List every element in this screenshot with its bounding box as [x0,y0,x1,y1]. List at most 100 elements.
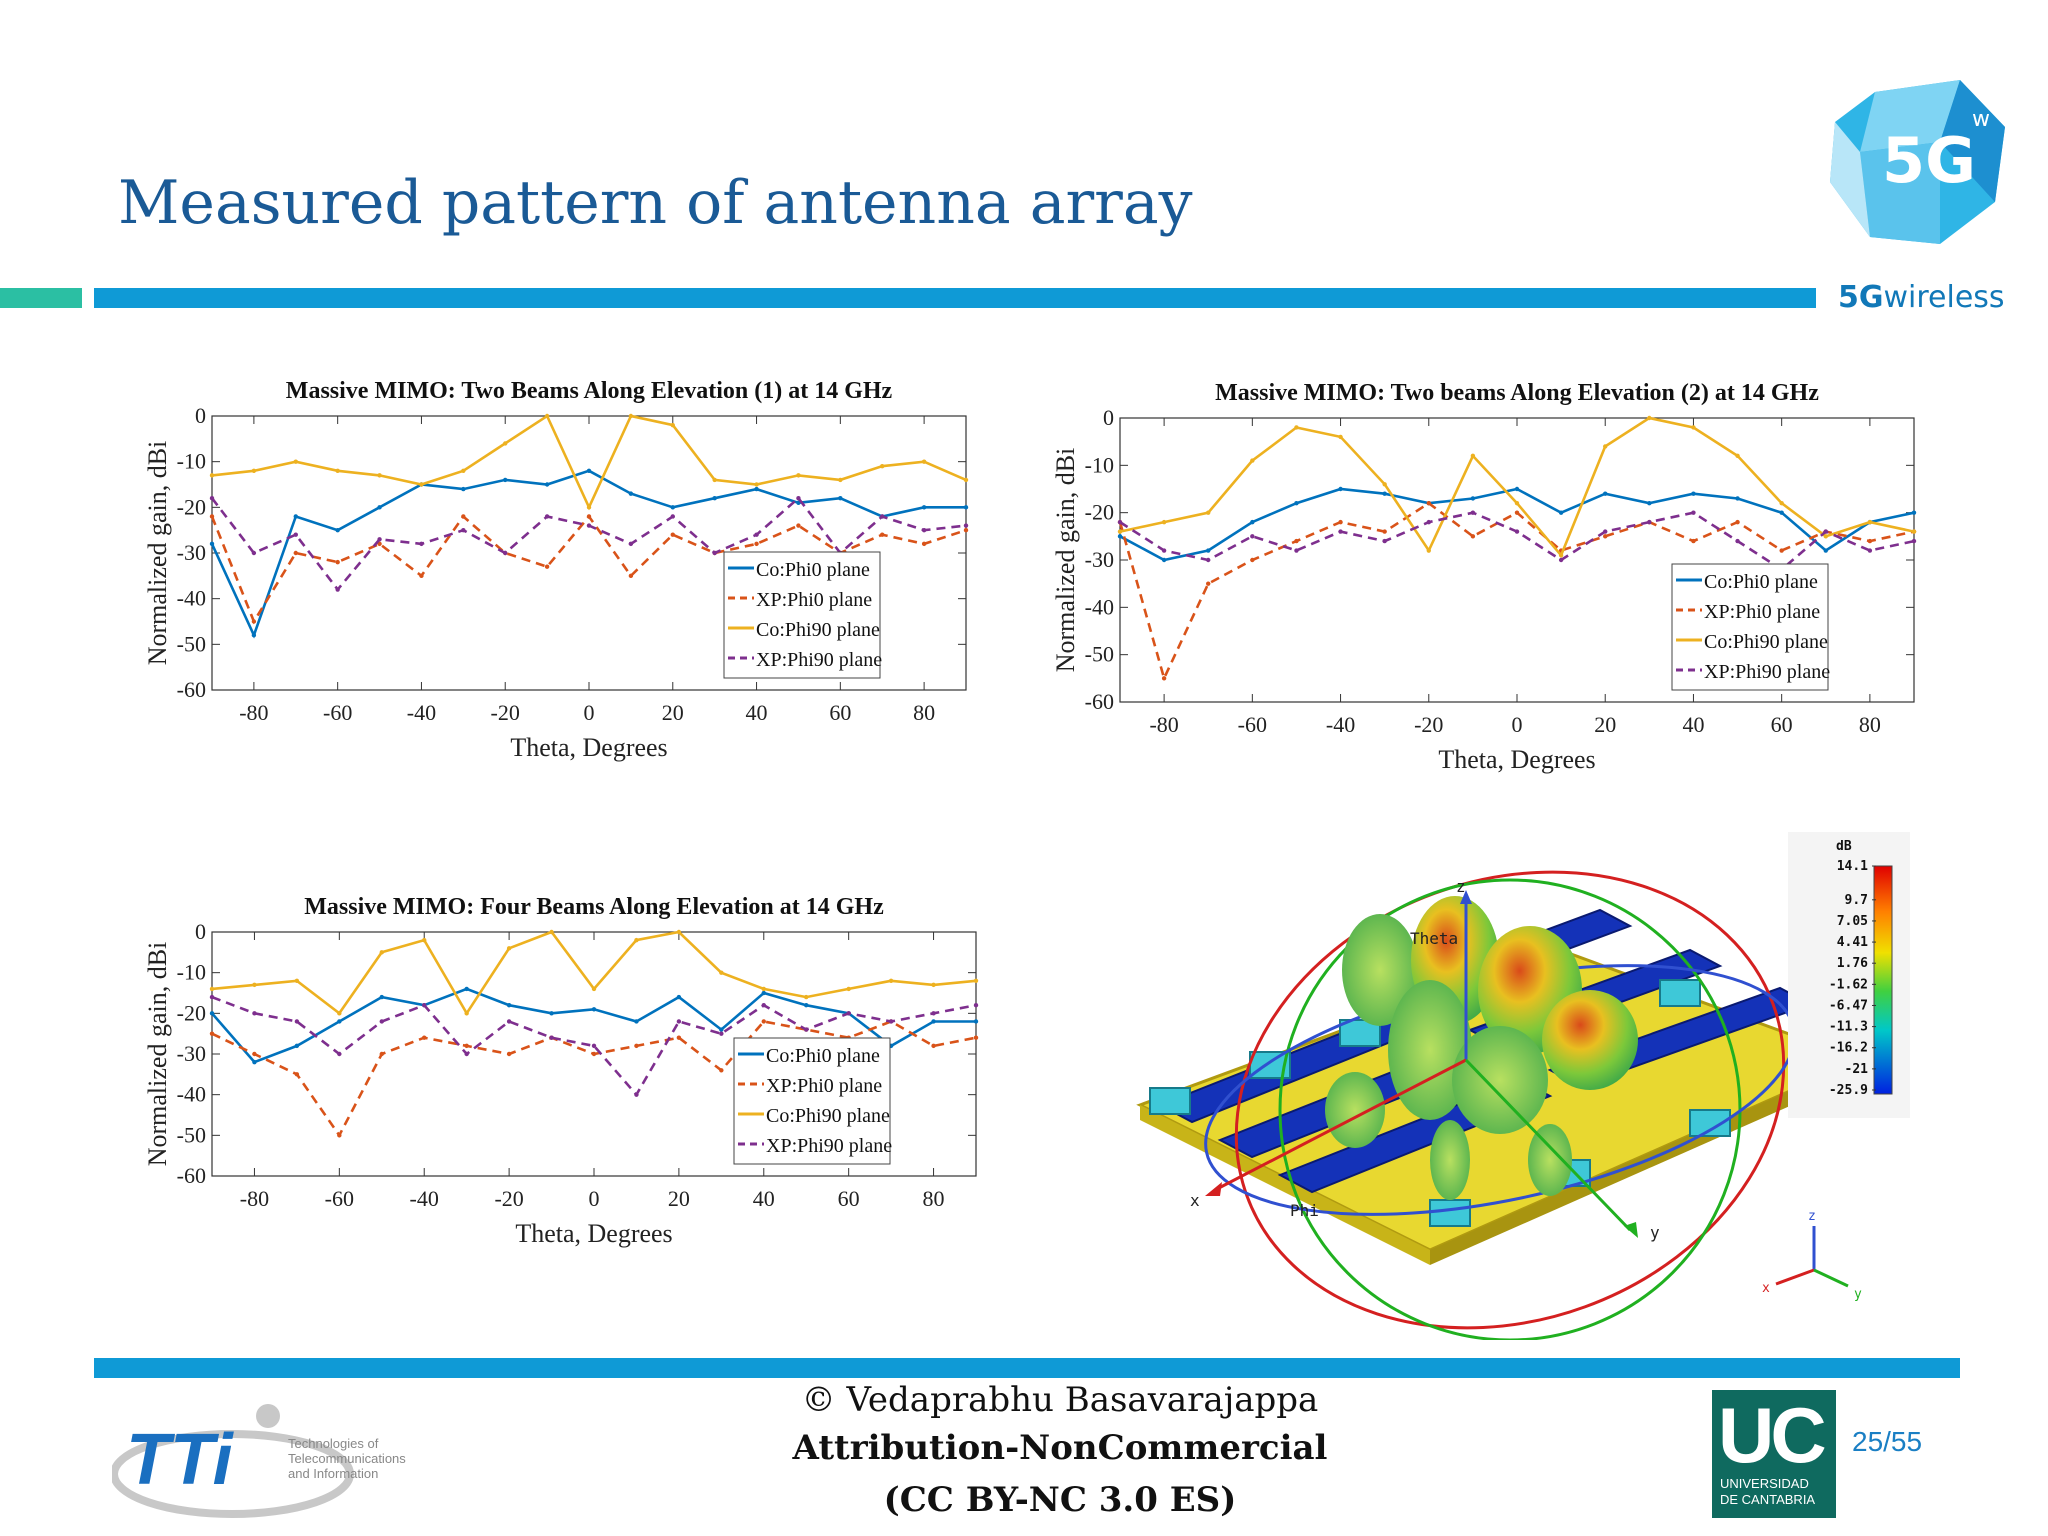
x-axis-label: Theta, Degrees [1438,745,1595,774]
y-tick-label: 0 [1103,405,1114,430]
data-point [251,468,257,473]
data-point [796,523,801,528]
data-point [591,986,597,992]
series-line [211,414,967,511]
data-point [251,550,257,556]
tti-logo: TTi Technologies of Telecommunications a… [112,1404,406,1518]
data-point [591,1043,597,1049]
y-tick-label: -30 [177,540,206,565]
data-point [761,990,766,996]
data-point [931,1011,936,1016]
data-point [1558,553,1564,558]
data-point [676,929,682,935]
tti-caption-1: Technologies of [288,1436,379,1451]
data-point [1779,510,1784,515]
legend-box [1671,563,1829,691]
y-tick-label: -10 [177,449,206,474]
y-tick-label: -40 [177,1082,206,1107]
data-point [503,550,508,556]
data-point [712,477,717,483]
data-point [1514,510,1520,515]
data-point [804,1003,809,1008]
brand-wordmark-rest: wireless [1883,280,2005,315]
data-point [506,946,512,951]
colorbar-unit: dB [1836,839,1852,854]
data-point [1206,557,1211,563]
x-tick-label: 0 [589,1186,600,1211]
radiation-pattern-3d: z x y Theta Phi z x y [1136,870,1865,1340]
data-point [335,527,340,533]
data-point [586,514,592,519]
data-point [796,473,801,478]
slide-title: Measured pattern of antenna array [118,168,1193,238]
colorbar-tick-label: 7.05 [1837,914,1868,929]
phi-label: Phi [1290,1201,1319,1220]
x-tick-label: -40 [407,700,436,725]
data-point [1603,529,1608,534]
data-point [461,486,466,492]
legend-box [723,551,881,679]
y-tick-label: -50 [177,1122,206,1147]
data-point [506,1051,512,1057]
data-point [921,541,927,547]
data-point [846,1011,851,1016]
data-point [973,1035,979,1040]
data-point [1470,453,1476,459]
logo-badge-sup: w [1972,107,1990,132]
data-point [1161,676,1167,681]
data-point [1779,548,1784,553]
data-point [209,986,215,992]
tti-logo-text: TTi [126,1420,235,1500]
data-point [754,532,759,537]
data-point [464,1051,469,1057]
data-point [973,1003,979,1008]
axis-label-z: z [1456,877,1466,896]
data-point [544,482,550,487]
data-point [1294,425,1299,430]
data-point [963,505,969,510]
colorbar-tick-label: -1.62 [1829,977,1868,992]
y-tick-label: -40 [177,586,206,611]
data-point [422,1035,427,1040]
data-point [670,514,675,519]
data-point [1823,548,1828,553]
data-point [628,491,634,496]
x-tick-label: 80 [1859,712,1881,737]
colorbar-tick-label: -16.2 [1829,1041,1868,1056]
data-point [337,1051,342,1057]
data-point [503,441,508,446]
data-point [1514,501,1520,506]
data-point [973,978,979,983]
y-tick-label: -60 [177,677,206,702]
colorbar-tick-label: 14.1 [1837,859,1868,874]
x-tick-label: -60 [1238,712,1267,737]
data-point [804,1027,809,1032]
x-tick-label: 80 [923,1186,945,1211]
data-point [880,532,885,537]
data-point [888,978,894,983]
footer-copyright: © Vedaprabhu Basavarajappa [801,1380,1319,1420]
y-axis-label: Normalized gain, dBi [1051,448,1080,673]
data-point [251,633,257,638]
x-tick-label: -20 [1414,712,1443,737]
data-point [880,514,885,519]
data-point [1691,425,1696,430]
legend-label: Co:Phi90 plane [1704,631,1828,653]
data-point [719,1027,724,1032]
chart-title: Massive MIMO: Two Beams Along Elevation … [286,378,893,404]
data-point [464,986,469,992]
chart-title: Massive MIMO: Four Beams Along Elevation… [304,894,884,920]
data-point [1558,510,1564,515]
data-point [1161,519,1167,525]
data-point [335,559,340,565]
data-point [628,573,634,579]
footer-divider-bar [94,1358,1960,1378]
axis-triad-icon: z x y [1762,1209,1862,1302]
data-point [1911,510,1917,515]
data-point [754,486,759,492]
data-point [754,541,759,547]
data-point [1867,538,1873,544]
data-point [294,1019,300,1024]
data-point [1647,415,1652,421]
data-point [1779,501,1784,506]
